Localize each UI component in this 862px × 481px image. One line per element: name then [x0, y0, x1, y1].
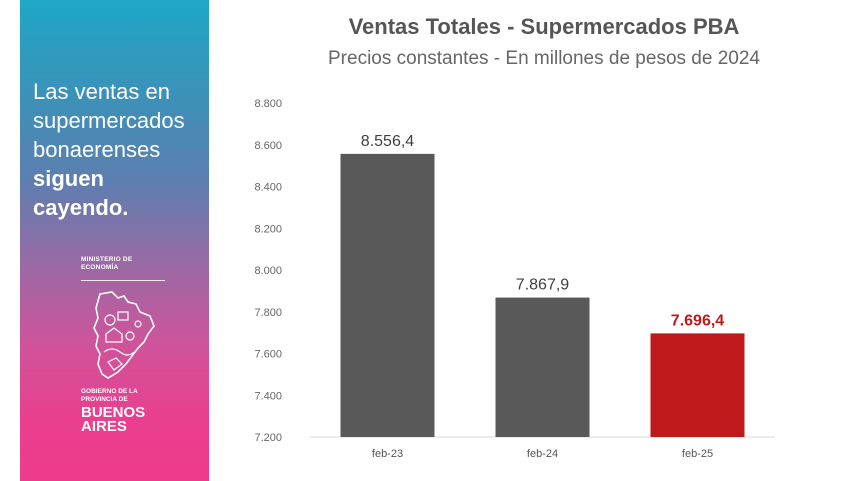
y-tick-label: 8.000 — [254, 265, 282, 277]
y-tick-label: 7.800 — [254, 307, 282, 319]
province-map-icon — [93, 291, 155, 379]
y-tick-label: 8.600 — [254, 140, 282, 152]
headline-bold-line: cayendo. — [33, 195, 129, 220]
headline-bold-line: siguen — [33, 166, 104, 191]
y-tick-label: 7.400 — [254, 390, 282, 402]
divider — [81, 280, 165, 281]
headline-line: Las ventas en — [33, 79, 170, 104]
government-line: PROVINCIA DE — [81, 396, 128, 403]
ministry-line: ECONOMÍA — [81, 264, 119, 271]
brand-line: BUENOS — [81, 404, 146, 421]
government-line: GOBIERNO DE LA — [81, 388, 138, 395]
bar — [495, 297, 590, 437]
chart-subtitle: Precios constantes - En millones de peso… — [328, 48, 760, 69]
y-tick-label: 7.600 — [254, 349, 282, 361]
y-tick-label: 7.200 — [254, 432, 282, 444]
chart-title: Ventas Totales - Supermercados PBA — [348, 14, 740, 39]
headline-line: bonaerenses — [33, 137, 161, 162]
bar — [650, 333, 745, 437]
data-label: 8.556,4 — [361, 133, 414, 150]
headline-line: supermercados — [33, 108, 185, 133]
x-tick-label: feb-25 — [682, 448, 713, 460]
y-tick-label: 8.200 — [254, 223, 282, 235]
brand-line: AIRES — [81, 418, 127, 435]
data-label: 7.696,4 — [671, 312, 724, 329]
side-panel: Las ventas en supermercados bonaerenses … — [20, 0, 209, 481]
ministry-line: MINISTERIO DE — [81, 256, 133, 263]
data-label: 7.867,9 — [516, 277, 569, 294]
bar — [340, 153, 435, 437]
x-tick-label: feb-23 — [372, 448, 403, 460]
ministry-label: MINISTERIO DE ECONOMÍA — [81, 256, 132, 272]
government-label: GOBIERNO DE LA PROVINCIA DE — [81, 388, 138, 404]
bar-chart: 7.200 7.400 7.600 7.800 8.000 8.200 8.400 8.600… — [254, 98, 775, 460]
y-tick-label: 8.800 — [254, 98, 282, 110]
buenos-aires-logo: BUENOS AIRES — [81, 404, 146, 435]
y-tick-label: 8.400 — [254, 182, 282, 194]
headline: Las ventas en supermercados bonaerenses … — [33, 77, 209, 222]
x-tick-label: feb-24 — [527, 448, 558, 460]
